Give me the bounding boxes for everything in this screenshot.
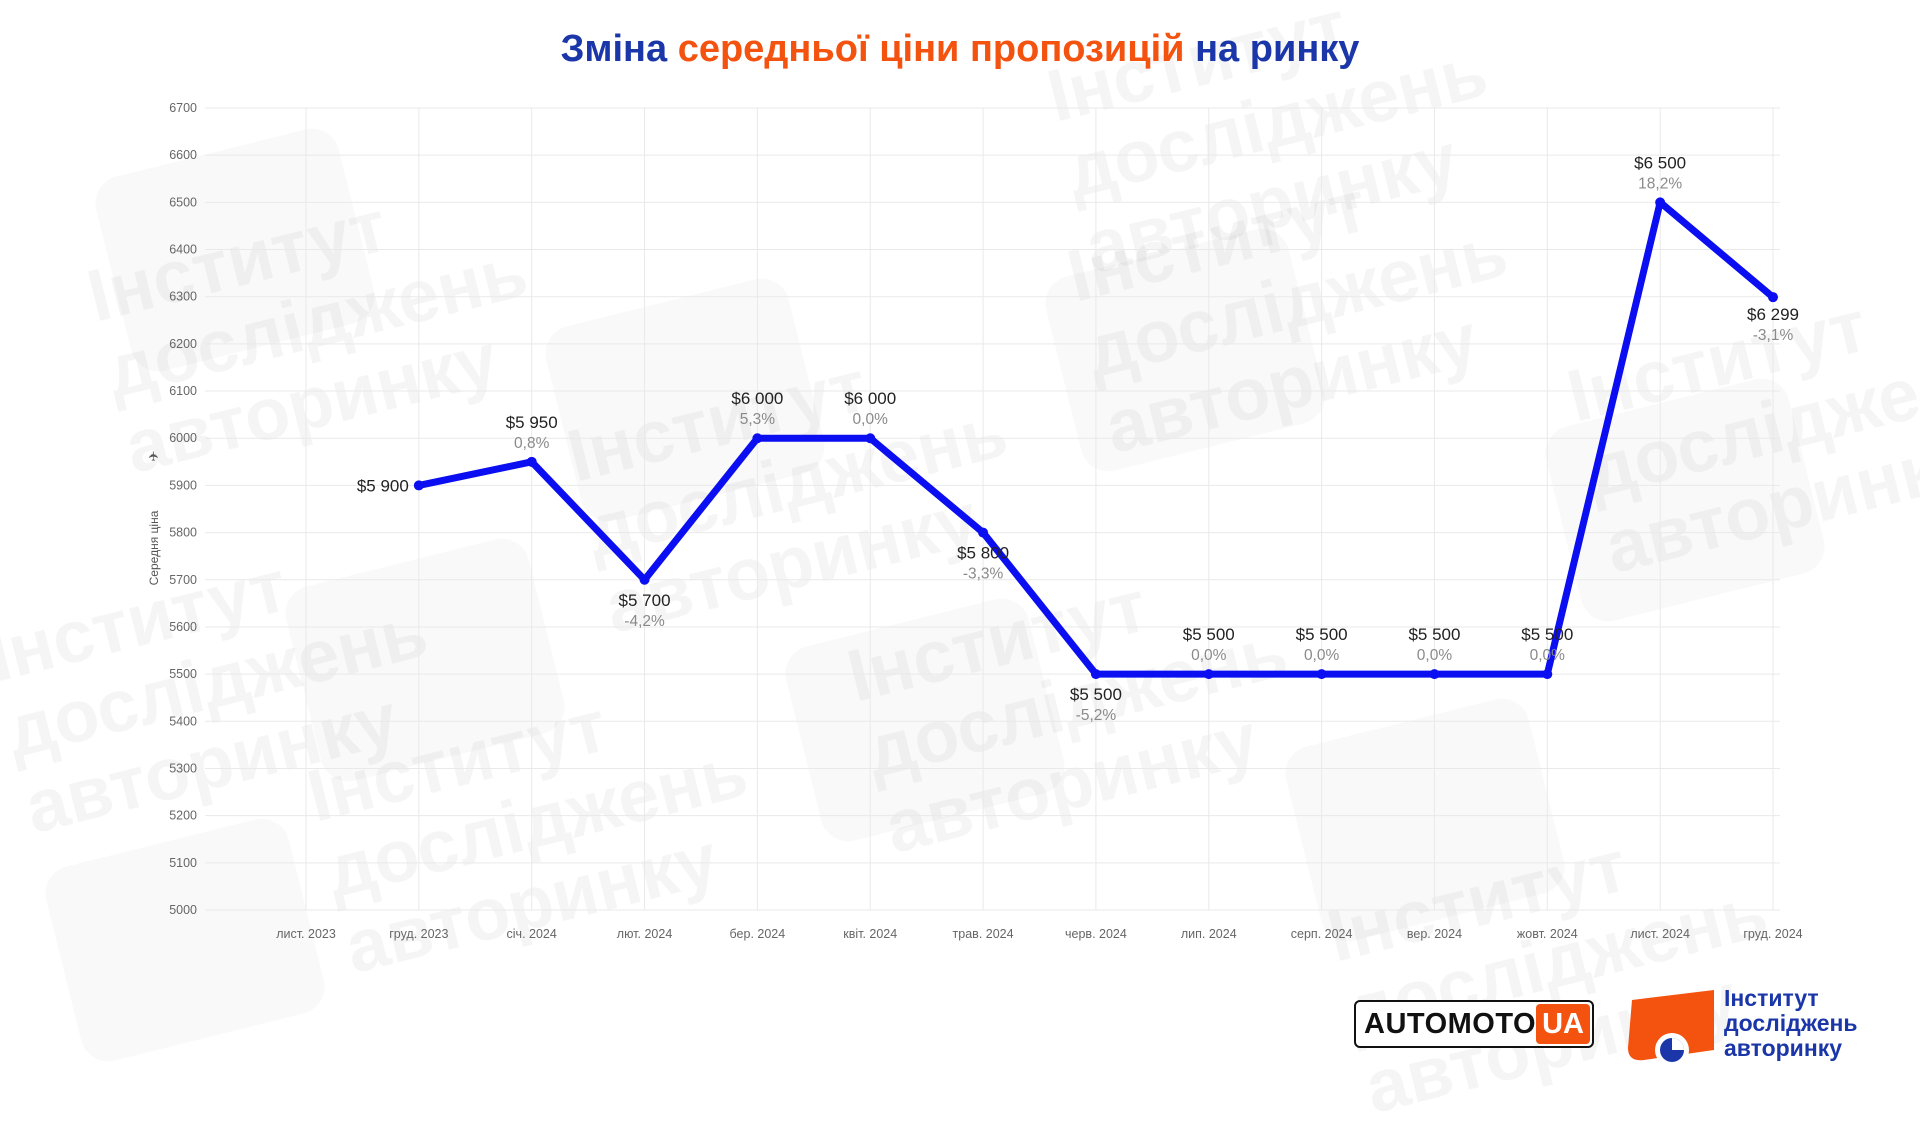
data-label-pct: -3,1% (1753, 327, 1794, 344)
institute-line-3: авторинку (1724, 1035, 1843, 1061)
data-label-pct: 0,0% (1304, 647, 1340, 664)
data-point (413, 480, 424, 491)
automoto-logo-text: AUTOMOTO (1364, 1007, 1537, 1040)
data-label-value: $5 500 (1408, 625, 1460, 644)
x-tick-label: лют. 2024 (617, 927, 673, 941)
data-label-pct: 5,3% (740, 411, 776, 428)
data-label-value: $5 500 (1183, 625, 1235, 644)
data-label-pct: 18,2% (1638, 175, 1682, 192)
y-tick-label: 5800 (169, 526, 197, 540)
data-point (1768, 292, 1778, 303)
data-label-value: $5 700 (619, 591, 671, 610)
y-tick-label: 5300 (169, 761, 197, 775)
data-label-value: $5 500 (1521, 625, 1573, 644)
data-point (639, 574, 650, 585)
institute-line-1: Інститут (1724, 985, 1819, 1011)
y-tick-label: 6600 (169, 148, 197, 162)
pin-icon: ✈ (147, 450, 162, 461)
y-tick-label: 6000 (169, 431, 197, 445)
data-point (978, 527, 989, 538)
data-label-pct: 0,0% (853, 411, 889, 428)
x-tick-label: лип. 2024 (1181, 927, 1237, 941)
title-part-3: на ринку (1195, 28, 1360, 70)
y-tick-label: 5000 (169, 903, 197, 917)
series-line-group (413, 197, 1778, 680)
data-label-value: $5 800 (957, 544, 1009, 563)
data-label-pct: -5,2% (1076, 707, 1117, 724)
data-point (1542, 669, 1553, 680)
x-tick-label: січ. 2024 (507, 927, 557, 941)
title-part-2: середньої ціни пропозицій (677, 28, 1185, 70)
data-point (1316, 669, 1327, 680)
institute-line-2: досліджень (1724, 1010, 1858, 1036)
data-point (1655, 197, 1666, 208)
data-point (1203, 669, 1214, 680)
title-part-1: Зміна (560, 28, 668, 70)
x-tick-label: трав. 2024 (953, 927, 1014, 941)
data-labels: $5 900 $5 950 0,8% $5 700 -4,2% $6 000 5,3% $6 … (357, 153, 1799, 724)
data-label-pct: -4,2% (624, 613, 665, 630)
line-chart: 5000 5100 5200 5300 5400 5500 5600 5700 5800 5900… (147, 101, 1803, 941)
y-tick-label: 5100 (169, 856, 197, 870)
y-axis-label: Середня ціна (147, 510, 161, 585)
x-tick-label: квіт. 2024 (843, 927, 897, 941)
chart-grid (205, 107, 1780, 911)
data-point (1090, 669, 1101, 680)
institute-logo: Інститут досліджень авторинку (1624, 986, 1914, 1067)
y-tick-label: 6500 (169, 195, 197, 209)
y-tick-label: 5400 (169, 714, 197, 728)
automoto-logo: AUTOMOTO UA (1354, 1000, 1594, 1048)
institute-logo-text: Інститут досліджень авторинку (1724, 986, 1858, 1061)
data-label-value: $6 000 (844, 389, 896, 408)
y-axis-ticks: 5000 5100 5200 5300 5400 5500 5600 5700 5800 5900… (169, 101, 197, 917)
y-tick-label: 5900 (169, 478, 197, 492)
data-point (865, 433, 876, 444)
data-label-value: $5 900 (357, 476, 409, 495)
y-tick-label: 5600 (169, 620, 197, 634)
data-label-value: $6 299 (1747, 305, 1799, 324)
x-axis-ticks: лист. 2023 груд. 2023 січ. 2024 лют. 2024 бе… (276, 927, 1802, 941)
x-tick-label: бер. 2024 (730, 927, 786, 941)
automoto-logo-ua: UA (1536, 1004, 1590, 1044)
data-point (526, 456, 537, 467)
data-label-pct: 0,0% (1191, 647, 1227, 664)
data-label-pct: 0,0% (1417, 647, 1453, 664)
y-tick-label: 6100 (169, 384, 197, 398)
y-tick-label: 5700 (169, 573, 197, 587)
x-tick-label: груд. 2023 (389, 927, 448, 941)
data-label-value: $6 500 (1634, 153, 1686, 172)
data-point (752, 433, 763, 444)
data-label-value: $6 000 (731, 389, 783, 408)
institute-logo-icon (1628, 990, 1714, 1067)
x-tick-label: жовт. 2024 (1517, 927, 1578, 941)
x-tick-label: лист. 2024 (1630, 927, 1690, 941)
data-point (1429, 669, 1440, 680)
y-tick-label: 5500 (169, 667, 197, 681)
y-axis-label-group: Середня ціна ✈ (147, 450, 162, 585)
x-tick-label: лист. 2023 (276, 927, 336, 941)
data-label-value: $5 500 (1296, 625, 1348, 644)
y-tick-label: 6300 (169, 290, 197, 304)
y-tick-label: 6200 (169, 337, 197, 351)
x-tick-label: груд. 2024 (1743, 927, 1802, 941)
y-tick-label: 5200 (169, 809, 197, 823)
x-tick-label: серп. 2024 (1291, 927, 1353, 941)
x-tick-label: вер. 2024 (1407, 927, 1462, 941)
data-label-pct: 0,8% (514, 435, 550, 452)
x-tick-label: черв. 2024 (1065, 927, 1127, 941)
data-label-pct: -3,3% (963, 566, 1004, 583)
data-label-pct: 0,0% (1530, 647, 1566, 664)
y-tick-label: 6400 (169, 243, 197, 257)
data-label-value: $5 950 (506, 413, 558, 432)
y-tick-label: 6700 (169, 101, 197, 115)
data-label-value: $5 500 (1070, 685, 1122, 704)
chart-title: Зміна середньої ціни пропозицій на ринку (0, 28, 1920, 71)
